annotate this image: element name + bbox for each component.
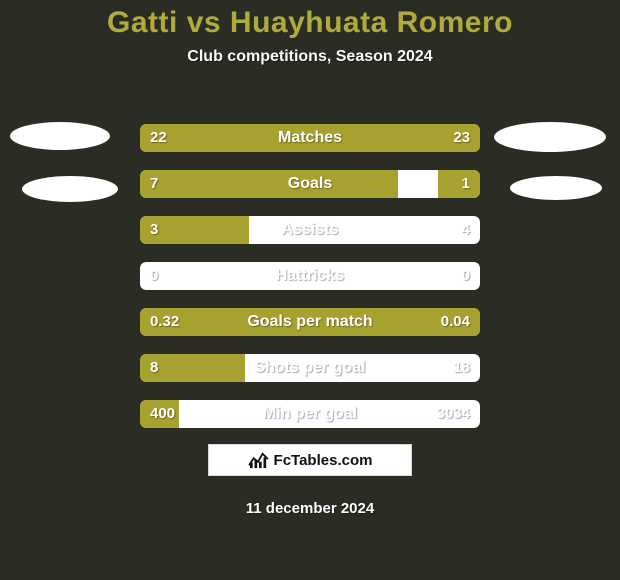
comparison-card: Gatti vs Huayhuata Romero Club competiti… [0,0,620,580]
player-right-avatar [494,122,606,152]
stat-label: Goals per match [140,308,480,336]
player-left-avatar-shadow [22,176,118,202]
page-title: Gatti vs Huayhuata Romero [0,0,620,40]
stat-label: Hattricks [140,262,480,290]
stat-label: Goals [140,170,480,198]
watermark-text: FcTables.com [274,452,373,469]
player-left-avatar [10,122,110,150]
stat-label: Matches [140,124,480,152]
date-label: 11 december 2024 [0,500,620,517]
stat-label: Assists [140,216,480,244]
stats-container: 2223Matches 71Goals 34Assists 00Hattricks 0.… [140,124,480,446]
watermark: FcTables.com [208,444,412,476]
stat-row: 4003034Min per goal [140,400,480,428]
page-subtitle: Club competitions, Season 2024 [0,48,620,66]
stat-label: Min per goal [140,400,480,428]
stat-row: 00Hattricks [140,262,480,290]
player-right-avatar-shadow [510,176,602,200]
stat-row: 818Shots per goal [140,354,480,382]
stat-row: 34Assists [140,216,480,244]
stat-label: Shots per goal [140,354,480,382]
stat-row: 0.320.04Goals per match [140,308,480,336]
stat-row: 71Goals [140,170,480,198]
chart-icon [248,451,270,469]
stat-row: 2223Matches [140,124,480,152]
